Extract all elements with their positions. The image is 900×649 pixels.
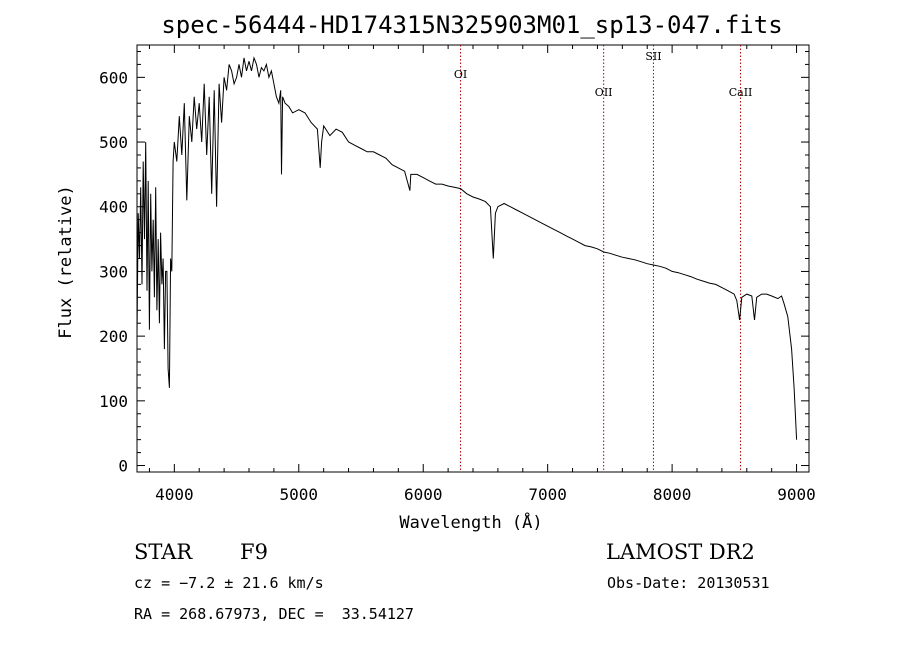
obs-date-label: Obs-Date: 20130531 [607, 574, 770, 592]
spectrum-series-0 [136, 56, 798, 440]
x-tick-label: 5000 [280, 485, 319, 504]
y-tick-label: 0 [118, 457, 128, 476]
y-tick-label: 500 [99, 133, 128, 152]
y-tick-label: 400 [99, 198, 128, 217]
plot-frame [136, 44, 810, 473]
object-subclass: F9 [240, 540, 268, 564]
y-tick-label: 100 [99, 392, 128, 411]
x-tick-label: 8000 [653, 485, 692, 504]
object-class: STAR [134, 540, 193, 564]
y-axis-title: Flux (relative) [56, 185, 76, 339]
line-marker-label: OII [595, 86, 613, 99]
y-tick-label: 600 [99, 68, 128, 87]
x-tick-label: 7000 [528, 485, 567, 504]
line-marker-label: SII [645, 50, 661, 63]
x-tick-label: 4000 [155, 485, 194, 504]
survey-label: LAMOST DR2 [606, 540, 755, 564]
y-tick-label: 200 [99, 327, 128, 346]
line-marker-label: OI [454, 68, 467, 81]
y-tick-label: 300 [99, 262, 128, 281]
x-tick-label: 9000 [777, 485, 816, 504]
chart-title: spec-56444-HD174315N325903M01_sp13-047.f… [161, 11, 782, 39]
coordinates-label: RA = 268.67973, DEC = 33.54127 [134, 605, 414, 623]
x-tick-label: 6000 [404, 485, 443, 504]
redshift-label: cz = −7.2 ± 21.6 km/s [134, 574, 324, 592]
line-marker-label: CaII [729, 86, 753, 99]
x-axis-title: Wavelength (Å) [399, 511, 542, 533]
